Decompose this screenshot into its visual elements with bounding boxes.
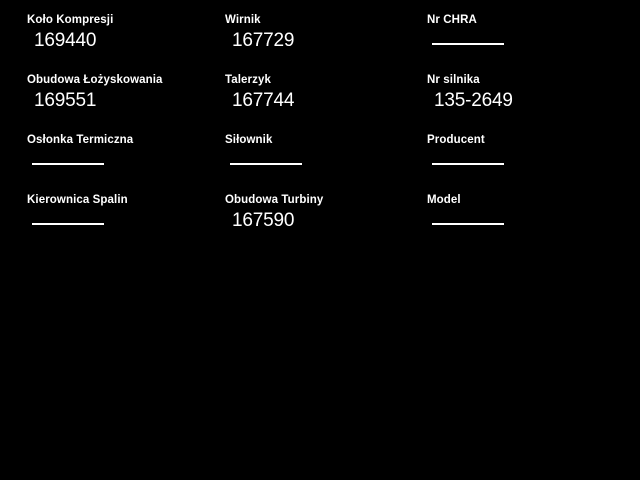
- spec-field-silownik: Siłownik: [225, 134, 427, 194]
- spec-field-grid: Koło Kompresji 169440 Wirnik 167729 Nr C…: [0, 14, 640, 254]
- field-label: Model: [427, 194, 461, 206]
- field-label: Talerzyk: [225, 74, 271, 86]
- field-value: 167590: [232, 210, 295, 231]
- spec-field-obudowa-turbiny: Obudowa Turbiny 167590: [225, 194, 427, 254]
- field-label: Kierownica Spalin: [27, 194, 128, 206]
- field-label: Nr silnika: [427, 74, 480, 86]
- field-label: Obudowa Łożyskowania: [27, 74, 163, 86]
- field-empty-dash: [32, 223, 104, 225]
- field-label: Obudowa Turbiny: [225, 194, 324, 206]
- field-empty-dash: [432, 163, 504, 165]
- field-empty-dash: [432, 223, 504, 225]
- field-value: 169440: [34, 30, 97, 51]
- field-empty-dash: [432, 43, 504, 45]
- spec-field-model: Model: [427, 194, 637, 254]
- field-value: 135-2649: [434, 90, 513, 111]
- field-empty-dash: [230, 163, 302, 165]
- field-value: 167744: [232, 90, 295, 111]
- field-label: Siłownik: [225, 134, 273, 146]
- spec-field-obudowa-lozyskowania: Obudowa Łożyskowania 169551: [27, 74, 225, 134]
- spec-field-kolo-kompresji: Koło Kompresji 169440: [27, 14, 225, 74]
- field-value: 169551: [34, 90, 97, 111]
- spec-field-oslonka-termiczna: Osłonka Termiczna: [27, 134, 225, 194]
- field-label: Koło Kompresji: [27, 14, 114, 26]
- spec-field-producent: Producent: [427, 134, 637, 194]
- field-label: Wirnik: [225, 14, 261, 26]
- spec-field-nr-silnika: Nr silnika 135-2649: [427, 74, 637, 134]
- field-empty-dash: [32, 163, 104, 165]
- spec-field-wirnik: Wirnik 167729: [225, 14, 427, 74]
- spec-field-talerzyk: Talerzyk 167744: [225, 74, 427, 134]
- spec-field-kierownica-spalin: Kierownica Spalin: [27, 194, 225, 254]
- field-value: 167729: [232, 30, 295, 51]
- field-label: Nr CHRA: [427, 14, 477, 26]
- spec-field-nr-chra: Nr CHRA: [427, 14, 637, 74]
- field-label: Producent: [427, 134, 485, 146]
- field-label: Osłonka Termiczna: [27, 134, 134, 146]
